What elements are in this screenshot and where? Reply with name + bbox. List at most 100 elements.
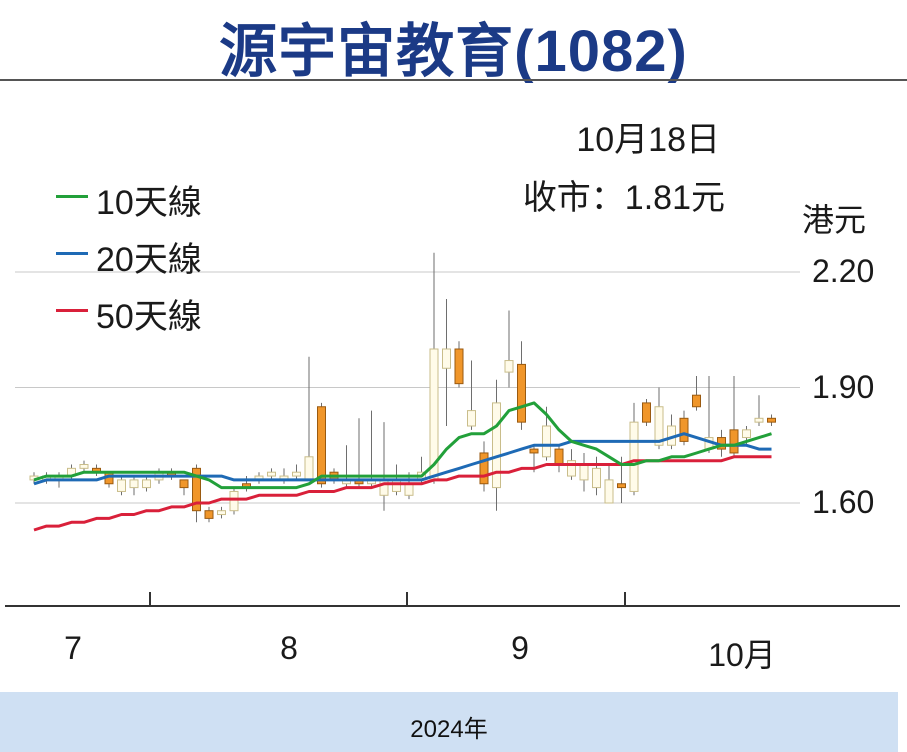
candle [579, 452, 589, 492]
candle-body-up [79, 464, 89, 469]
candle-body-down [204, 510, 214, 519]
candle [767, 414, 776, 426]
y-tick-label: 1.60 [812, 484, 875, 520]
candle [142, 476, 151, 492]
candle-body-down [192, 467, 201, 512]
note-close: 收市：1.81元 [522, 179, 725, 217]
candle [204, 506, 214, 523]
y-tick-label: 2.20 [812, 253, 875, 289]
candle-body-up [492, 402, 501, 489]
candle [629, 402, 639, 496]
candle [117, 476, 126, 496]
x-tick-label: 9 [511, 630, 529, 666]
candle [467, 360, 476, 430]
legend-label: 20天線 [96, 241, 202, 279]
legend-swatch [56, 195, 88, 198]
candle [492, 379, 501, 511]
candle-body-down [679, 417, 689, 442]
candle-body-up [442, 348, 451, 369]
candle [304, 356, 314, 481]
candle [267, 468, 276, 480]
candle [642, 399, 651, 426]
candle [442, 298, 451, 426]
candle-body-up [579, 464, 589, 481]
x-tick-label: 10月 [708, 637, 776, 673]
candle-body-down [767, 417, 776, 423]
candle [167, 468, 176, 480]
candle-body-up [267, 471, 276, 477]
candle [79, 460, 89, 473]
candle [179, 479, 189, 496]
candle-body-up [117, 479, 126, 492]
candle [217, 506, 226, 519]
candle-body-up [392, 479, 401, 492]
candle [192, 464, 201, 523]
candle [592, 456, 601, 496]
candle [129, 476, 139, 496]
legend-label: 50天線 [96, 298, 202, 336]
legend-label: 10天線 [96, 184, 202, 222]
candle-body-up [629, 421, 639, 492]
candle [729, 375, 739, 457]
candle [517, 341, 526, 430]
candle [229, 487, 239, 515]
candle-body-down [317, 406, 326, 485]
candle-body-up [292, 471, 301, 477]
candle [667, 414, 676, 450]
candle [692, 375, 701, 411]
candles [29, 252, 776, 523]
y-tick-label: 1.90 [812, 368, 875, 405]
candle-body-down [642, 402, 651, 423]
candle [254, 472, 264, 484]
candle-body-up [742, 429, 751, 439]
candle [379, 422, 389, 511]
candle-body-up [217, 510, 226, 516]
candle-body-up [654, 406, 664, 446]
candle [279, 468, 289, 484]
footer-year: 2024年 [410, 716, 488, 743]
candle-body-up [229, 490, 239, 512]
candle [292, 464, 301, 480]
candle [317, 402, 326, 488]
candle-body-up [542, 425, 551, 458]
candle [479, 441, 489, 492]
candle-body-up [304, 456, 314, 481]
candle [104, 471, 114, 488]
candle-body-down [179, 479, 189, 489]
y-axis-unit: 港元 [802, 202, 867, 238]
candle [429, 252, 439, 484]
legend-swatch [56, 309, 88, 312]
note-date: 10月18日 [576, 121, 720, 159]
candle [654, 387, 664, 450]
footer-bar: 2024年 [0, 692, 898, 752]
candle-body-up [592, 467, 601, 489]
candle-body-down [517, 363, 526, 423]
title-divider [0, 79, 907, 81]
candle-body-up [504, 360, 514, 373]
legend-swatch [56, 252, 88, 255]
candle-body-down [729, 429, 739, 454]
candle-body-up [142, 479, 151, 489]
candle-body-down [479, 452, 489, 485]
candle [754, 395, 764, 426]
ma10-line [33, 401, 772, 490]
candlestick-chart [5, 252, 900, 607]
candle-body-up [129, 479, 139, 489]
candle-body-down [554, 448, 564, 466]
chart-title: 源宇宙教育(1082) [219, 19, 688, 84]
gridlines [15, 271, 800, 504]
candle-body-down [617, 483, 626, 489]
x-axis [5, 592, 900, 607]
candle [504, 310, 514, 388]
x-tick-label: 8 [280, 630, 298, 666]
candle-body-up [404, 483, 414, 496]
candle-body-down [454, 348, 464, 385]
ma50-line [33, 455, 772, 532]
candle-body-up [467, 410, 476, 427]
candle-body-down [692, 394, 701, 408]
candle [242, 476, 251, 492]
candle [554, 445, 564, 473]
candle [92, 464, 101, 477]
ma20-line [33, 432, 772, 486]
